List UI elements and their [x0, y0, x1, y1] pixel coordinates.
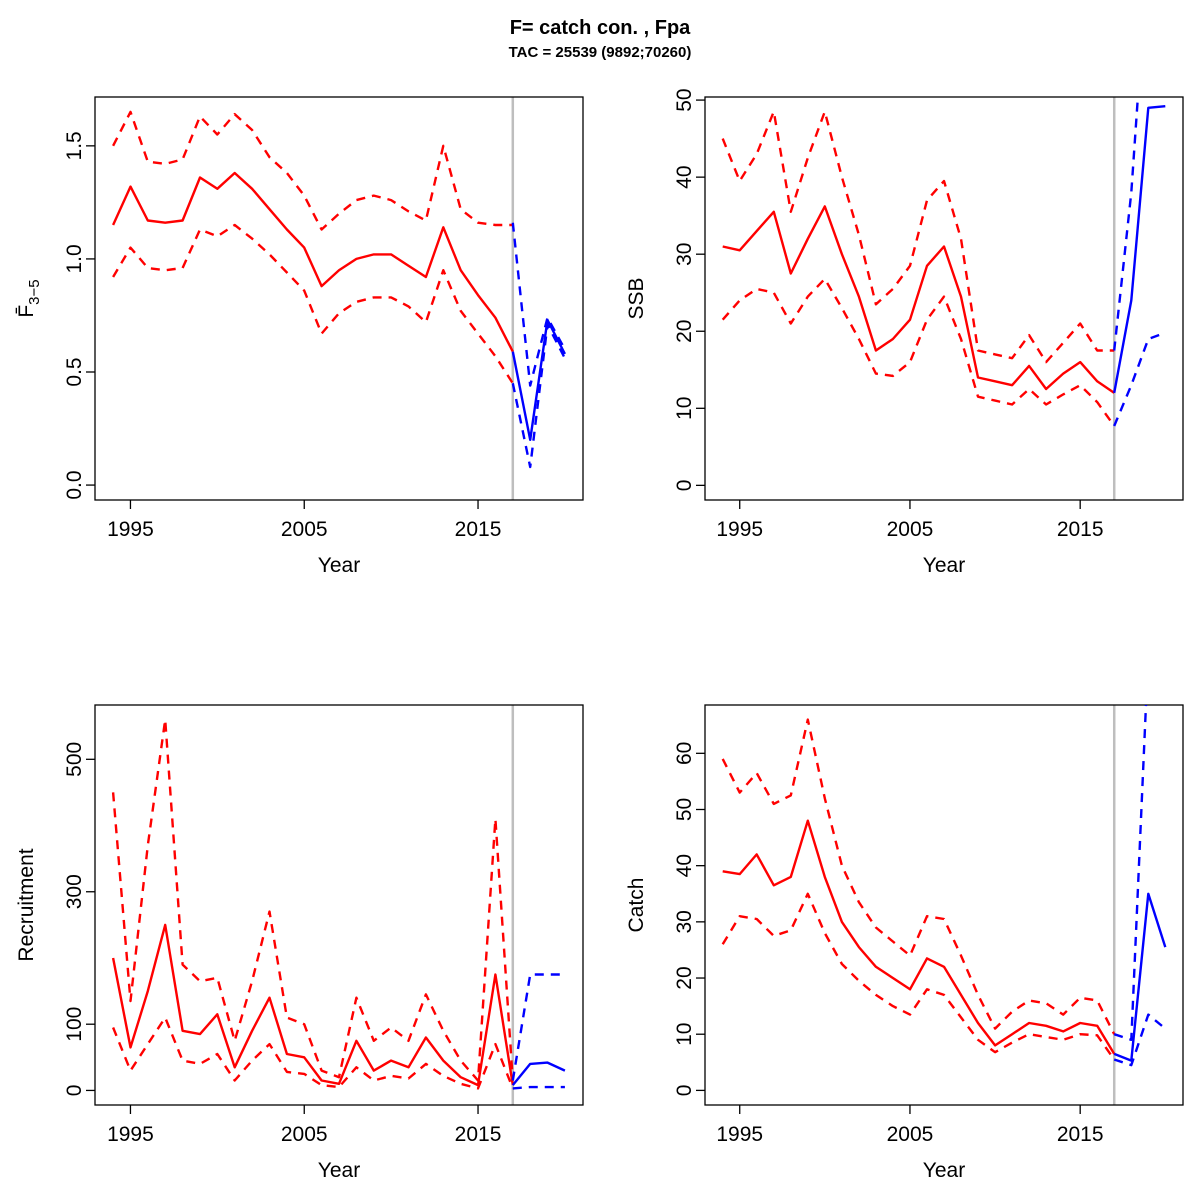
catch-chart: 1995 2005 2015 Year 0 10 20 30 40 50 60 Catch: [625, 704, 1184, 1182]
y-tick-label: 0: [673, 480, 696, 492]
x-tick-label: 2005: [281, 518, 328, 541]
panel-catch: 1995 2005 2015 Year 0 10 20 30 40 50 60 Catch: [600, 635, 1200, 1200]
y-axis-title: F̄3−5: [15, 279, 43, 317]
y-tick-label: 20: [673, 320, 696, 343]
forecast-median-line: [511, 318, 566, 441]
forecast-ci-lower-dashed-line: [512, 1085, 565, 1090]
plot-frame: [94, 96, 584, 501]
x-tick-label: 2005: [887, 1123, 934, 1146]
plot-frame: [704, 96, 1184, 501]
x-axis-title: Year: [923, 1159, 965, 1182]
median-line: [722, 205, 1115, 394]
x-tick-label: 2005: [887, 518, 934, 541]
y-tick-label: 0.0: [63, 470, 86, 499]
forecast-ci-upper-dashed-line: [511, 973, 565, 1081]
y-tick-label: 20: [673, 966, 696, 989]
fbar-chart: 1995 2005 2015 Year 0.0 0.5 1.0 1.5 F̄3−5: [15, 96, 584, 577]
y-tick-label: 10: [673, 1023, 696, 1046]
y-tick-label: 0.5: [63, 357, 86, 386]
median-line: [722, 819, 1116, 1055]
y-axis-title: SSB: [625, 277, 648, 319]
ci-upper-dashed-line: [721, 110, 1115, 364]
forecast-ci-upper-dashed-line: [511, 222, 566, 387]
median-line: [111, 923, 514, 1087]
y-tick-label: 50: [673, 88, 696, 111]
series-group: [721, 97, 1166, 427]
x-tick-label: 1995: [716, 1123, 763, 1146]
x-tick-label: 2015: [455, 518, 502, 541]
x-axis-title: Year: [318, 554, 360, 577]
ci-lower-dashed-line: [721, 277, 1116, 427]
y-tick-label: 40: [673, 854, 696, 877]
forecast-ci-upper-dashed-line: [1113, 97, 1140, 351]
y-tick-label: 1.0: [63, 244, 86, 273]
figure-subtitle: TAC = 25539 (9892;70260): [508, 44, 692, 61]
forecast-ci-lower-dashed-line: [1113, 1013, 1167, 1067]
x-tick-label: 2015: [1057, 1123, 1104, 1146]
y-tick-label: 30: [673, 910, 696, 933]
recruitment-chart: 1995 2005 2015 Year 0 100 300 500 Recruitment: [15, 704, 584, 1182]
x-tick-label: 1995: [107, 1123, 154, 1146]
ssb-chart: 1995 2005 2015 Year 0 10 20 30 40 50 SSB: [625, 88, 1184, 577]
plot-frame: [94, 704, 584, 1106]
median-line: [112, 171, 514, 353]
figure-header: F= catch con. , Fpa TAC = 25539 (9892;70…: [0, 16, 1200, 61]
panel-fbar: 1995 2005 2015 Year 0.0 0.5 1.0 1.5 F̄3−5: [0, 70, 600, 635]
y-axis-title: Recruitment: [15, 848, 38, 961]
ci-lower-dashed-line: [112, 223, 514, 384]
y-tick-label: 1.5: [63, 131, 86, 160]
y-axis-title: Catch: [625, 878, 648, 933]
figure-title: F= catch con. , Fpa: [509, 17, 691, 39]
ci-lower-dashed-line: [111, 1016, 514, 1090]
forecast-median-line: [1113, 892, 1167, 1062]
plot-frame: [704, 704, 1184, 1106]
y-tick-label: 40: [673, 165, 696, 188]
y-tick-label: 300: [63, 874, 86, 909]
x-tick-label: 2015: [455, 1123, 502, 1146]
x-axis-title: Year: [923, 554, 965, 577]
ci-upper-dashed-line: [721, 718, 1116, 1035]
series-group: [111, 718, 566, 1090]
x-tick-label: 2005: [281, 1123, 328, 1146]
y-tick-label: 60: [673, 742, 696, 765]
y-tick-label: 50: [673, 798, 696, 821]
series-group: [721, 705, 1167, 1067]
forecast-median-line: [511, 1061, 566, 1086]
ci-lower-dashed-line: [721, 892, 1116, 1061]
y-tick-label: 0: [63, 1085, 86, 1097]
y-tick-label: 30: [673, 243, 696, 266]
panel-recruitment: 1995 2005 2015 Year 0 100 300 500 Recruitment: [0, 635, 600, 1200]
x-tick-label: 2015: [1057, 518, 1104, 541]
x-tick-label: 1995: [107, 518, 154, 541]
forecast-ci-lower-dashed-line: [511, 323, 566, 469]
series-group: [112, 110, 566, 469]
forecast-ci-lower-dashed-line: [1113, 331, 1166, 427]
ci-upper-dashed-line: [112, 110, 513, 231]
y-tick-label: 100: [63, 1007, 86, 1042]
y-tick-label: 500: [63, 742, 86, 777]
x-tick-label: 1995: [716, 518, 763, 541]
x-axis-title: Year: [318, 1159, 360, 1182]
forecast-ci-upper-dashed-line: [1113, 705, 1148, 1041]
forecast-median-line: [1113, 105, 1166, 394]
y-tick-label: 0: [673, 1085, 696, 1097]
ci-upper-dashed-line: [111, 718, 514, 1082]
y-tick-label: 10: [673, 397, 696, 420]
panel-ssb: 1995 2005 2015 Year 0 10 20 30 40 50 SSB: [600, 70, 1200, 635]
